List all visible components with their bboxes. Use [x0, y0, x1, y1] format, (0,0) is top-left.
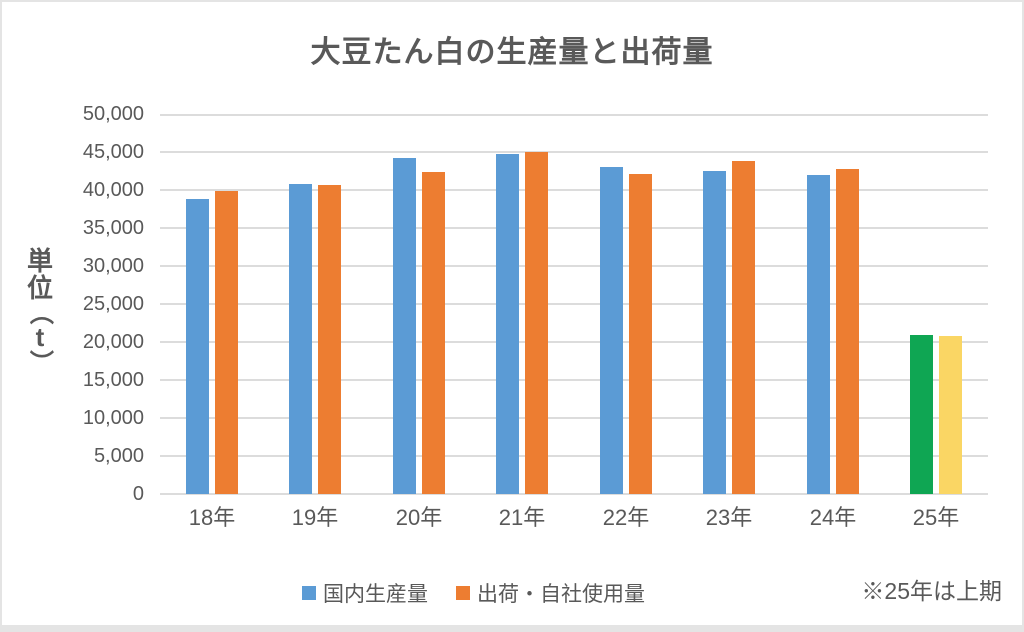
y-axis-title-char: t — [35, 321, 45, 352]
y-axis-title: 単位（t） — [18, 230, 62, 390]
gridline — [160, 417, 988, 419]
y-tick-label: 35,000 — [82, 217, 144, 239]
bar-series1-22年 — [600, 167, 623, 494]
x-tick-label: 25年 — [912, 505, 960, 530]
legend-swatch-shipment — [456, 586, 470, 600]
bar-series2-24年 — [836, 169, 859, 494]
footnote: ※25年は上期 — [861, 578, 1002, 604]
y-axis-title-char: 単 — [26, 245, 53, 276]
x-tick-label: 23年 — [705, 505, 753, 530]
y-tick-label: 0 — [132, 483, 144, 505]
y-axis-title-char: 位 — [26, 272, 53, 303]
x-tick-label: 24年 — [809, 505, 857, 530]
x-tick-label: 19年 — [291, 505, 339, 530]
y-tick-label: 5,000 — [93, 445, 144, 467]
legend-item-production: 国内生産量 — [302, 578, 428, 608]
gridline — [160, 455, 988, 457]
gridline — [160, 114, 988, 116]
bar-series2-19年 — [318, 185, 341, 494]
y-axis-labels: 0 5,000 10,000 15,000 20,000 25,000 30,000 35,0… — [32, 103, 144, 505]
y-tick-label: 20,000 — [82, 331, 144, 353]
x-tick-label: 21年 — [498, 505, 546, 530]
bar-series2-23年 — [732, 161, 755, 494]
bar-series1-21年 — [496, 154, 519, 494]
bar-series2-20年 — [422, 172, 445, 494]
bar-series1-19年 — [289, 184, 312, 494]
gridline — [160, 265, 988, 267]
x-tick-label: 20年 — [395, 505, 443, 530]
y-tick-label: 10,000 — [82, 407, 144, 429]
bar-series2-22年 — [629, 174, 652, 494]
gridline — [160, 303, 988, 305]
legend-label-shipment: 出荷・自社使用量 — [477, 583, 645, 606]
y-tick-label: 30,000 — [82, 255, 144, 277]
y-tick-label: 40,000 — [82, 179, 144, 201]
bar-series1-18年 — [186, 199, 209, 494]
x-tick-label: 18年 — [188, 505, 236, 530]
y-tick-label: 15,000 — [82, 369, 144, 391]
legend-label-production: 国内生産量 — [323, 583, 428, 606]
bar-series1-24年 — [807, 175, 830, 494]
bar-series1-23年 — [703, 171, 726, 494]
x-axis-line — [160, 493, 988, 495]
bar-series2-25年 — [939, 336, 962, 494]
y-tick-label: 25,000 — [82, 293, 144, 315]
legend: 国内生産量 出荷・自社使用量 — [302, 579, 645, 607]
gridline — [160, 341, 988, 343]
legend-item-shipment: 出荷・自社使用量 — [456, 578, 645, 608]
y-tick-label: 50,000 — [82, 103, 144, 125]
gridline — [160, 227, 988, 229]
plot-area — [160, 114, 988, 495]
gridline — [160, 189, 988, 191]
bar-series2-18年 — [215, 191, 238, 494]
bar-series1-20年 — [393, 158, 416, 494]
chart-title: 大豆たん白の生産量と出荷量 — [310, 36, 714, 69]
x-tick-label: 22年 — [602, 505, 650, 530]
gridline — [160, 151, 988, 153]
x-axis-labels: 18年 19年 20年 21年 22年 23年 24年 25年 — [160, 504, 988, 532]
gridline — [160, 379, 988, 381]
bar-series2-21年 — [525, 152, 548, 494]
bar-series1-25年 — [910, 335, 933, 494]
legend-swatch-production — [302, 586, 316, 600]
y-tick-label: 45,000 — [82, 141, 144, 163]
